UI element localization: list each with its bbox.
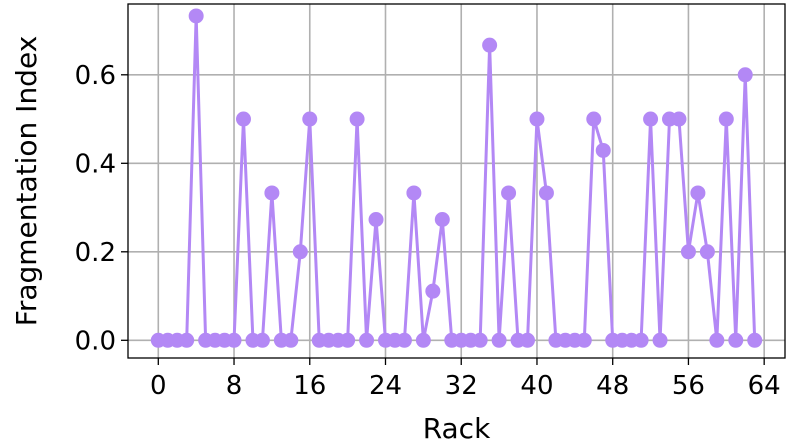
y-tick-label: 0.6 bbox=[75, 61, 116, 91]
data-point bbox=[737, 67, 753, 83]
plot-frame bbox=[127, 3, 786, 359]
ticks: 0 8 16 24 32 40 48 56 64 0.0 0.2 0.4 0.6 bbox=[75, 61, 781, 401]
series-group bbox=[150, 8, 763, 348]
data-point bbox=[491, 332, 507, 348]
data-point bbox=[586, 111, 602, 127]
x-tick-label: 48 bbox=[596, 371, 629, 401]
data-point bbox=[728, 332, 744, 348]
grid bbox=[128, 4, 785, 358]
data-point bbox=[188, 8, 204, 24]
y-tick-label: 0.0 bbox=[75, 326, 116, 356]
data-point bbox=[415, 332, 431, 348]
data-point bbox=[292, 244, 308, 260]
data-point bbox=[226, 332, 242, 348]
data-point bbox=[747, 332, 763, 348]
x-tick-label: 8 bbox=[226, 371, 243, 401]
data-point bbox=[652, 332, 668, 348]
data-point bbox=[264, 185, 280, 201]
x-tick-label: 32 bbox=[445, 371, 478, 401]
data-point bbox=[179, 332, 195, 348]
data-point bbox=[680, 244, 696, 260]
data-point bbox=[643, 111, 659, 127]
series-line bbox=[158, 14, 757, 342]
data-point bbox=[501, 185, 517, 201]
data-point bbox=[576, 332, 592, 348]
y-tick-label: 0.4 bbox=[75, 149, 116, 179]
x-tick-label: 56 bbox=[672, 371, 705, 401]
data-point bbox=[434, 211, 450, 227]
data-point bbox=[472, 332, 488, 348]
data-point bbox=[235, 111, 251, 127]
data-point bbox=[425, 283, 441, 299]
x-tick-label: 16 bbox=[293, 371, 326, 401]
data-point bbox=[368, 211, 384, 227]
data-point bbox=[718, 111, 734, 127]
data-point bbox=[283, 332, 299, 348]
x-tick-label: 40 bbox=[520, 371, 553, 401]
data-point bbox=[359, 332, 375, 348]
x-tick-label: 24 bbox=[369, 371, 402, 401]
data-point bbox=[671, 111, 687, 127]
x-axis-label: Rack bbox=[423, 412, 491, 441]
data-point bbox=[349, 111, 365, 127]
data-point bbox=[595, 142, 611, 158]
data-point bbox=[529, 111, 545, 127]
x-tick-label: 0 bbox=[150, 371, 167, 401]
data-point bbox=[406, 185, 422, 201]
y-axis-label: Fragmentation Index bbox=[10, 36, 43, 327]
data-point bbox=[520, 332, 536, 348]
y-tick-label: 0.2 bbox=[75, 238, 116, 268]
data-point bbox=[302, 111, 318, 127]
data-point bbox=[690, 185, 706, 201]
data-point bbox=[538, 185, 554, 201]
data-point bbox=[396, 332, 412, 348]
x-tick-label: 64 bbox=[748, 371, 781, 401]
data-point bbox=[709, 332, 725, 348]
data-point bbox=[482, 37, 498, 53]
data-point bbox=[699, 244, 715, 260]
data-point bbox=[633, 332, 649, 348]
data-point bbox=[254, 332, 270, 348]
data-point bbox=[340, 332, 356, 348]
